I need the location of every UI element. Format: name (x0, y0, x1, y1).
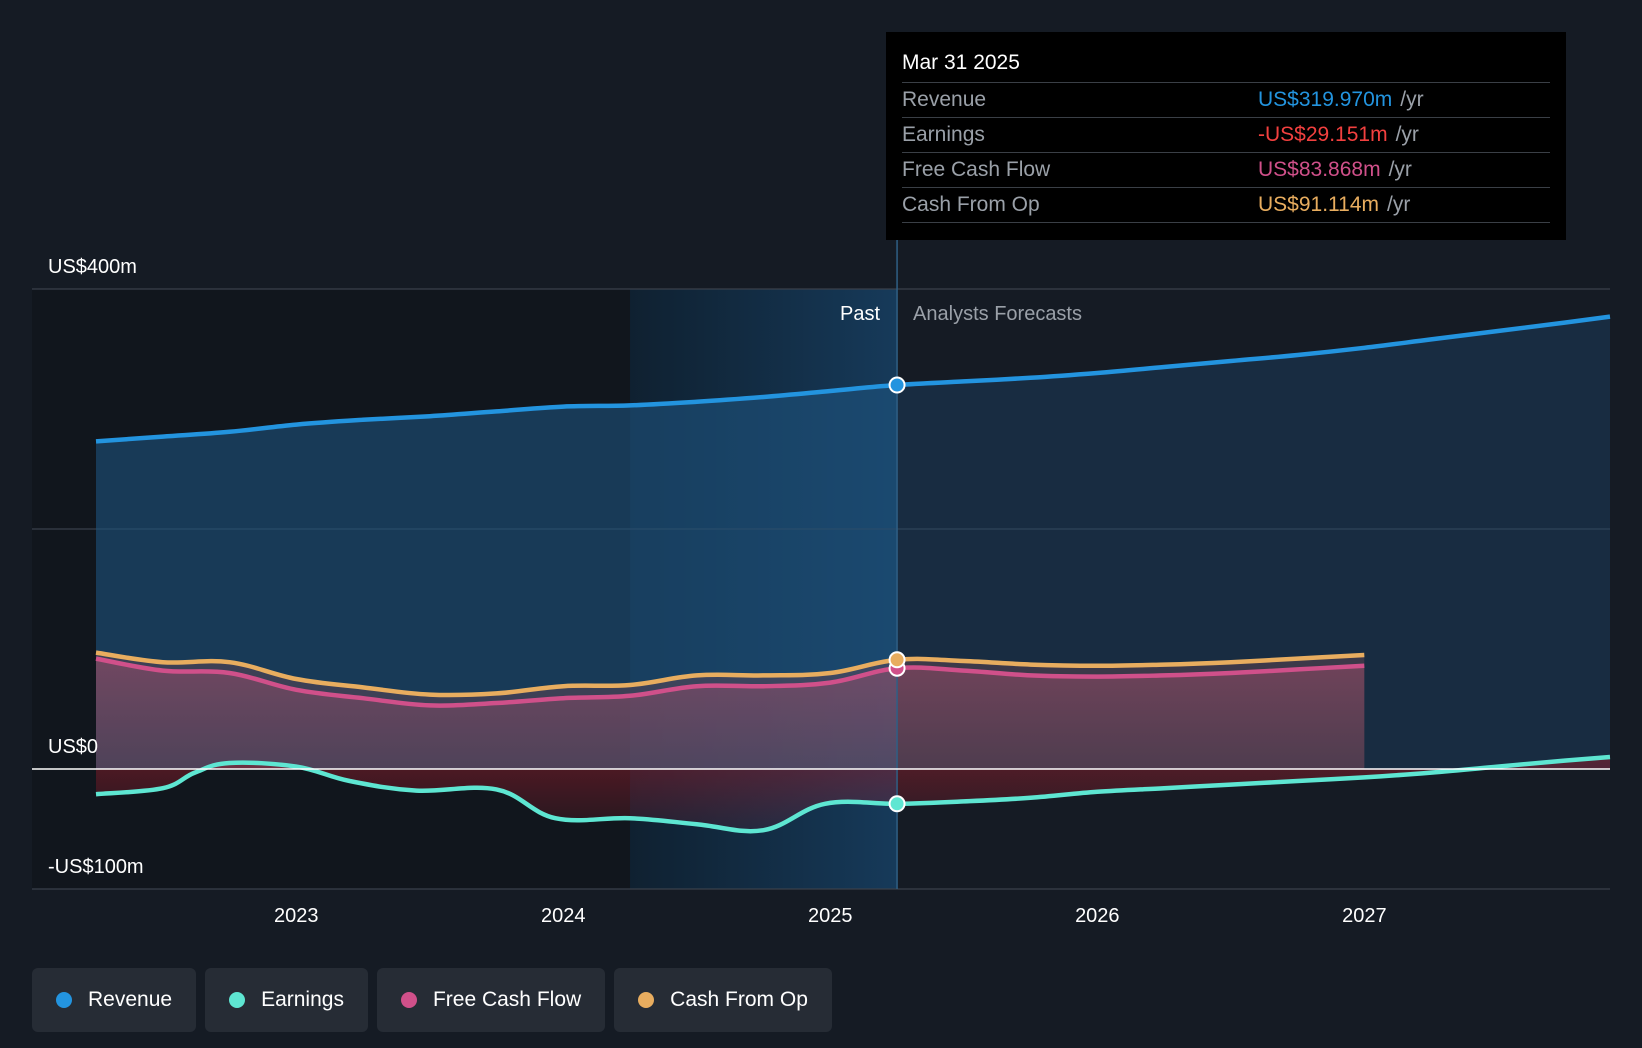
y-axis-labels: US$400m US$0 -US$100m (48, 256, 144, 878)
revenue-area-past (96, 385, 898, 769)
cash-from-op-marker (888, 651, 906, 669)
tooltip-unit: /yr (1395, 123, 1419, 146)
series-lines (95, 314, 1611, 834)
revenue-dot-icon (56, 992, 72, 1008)
legend-label: Cash From Op (670, 988, 808, 1011)
x-tick-label: 2023 (274, 905, 319, 927)
free-cash-flow-line (95, 656, 1365, 708)
tooltip-row-free-cash-flow: Free Cash Flow US$83.868m /yr (902, 152, 1550, 187)
tooltip-value: US$83.868m (1258, 158, 1381, 181)
tooltip-row-revenue: Revenue US$319.970m /yr (902, 82, 1550, 117)
earnings-dot-icon (229, 992, 246, 1008)
x-tick-label: 2027 (1342, 905, 1387, 927)
legend-label: Earnings (261, 988, 344, 1011)
y-tick-label: US$0 (48, 736, 98, 758)
tooltip-date: Mar 31 2025 (902, 51, 1020, 74)
y-tick-label: -US$100m (48, 856, 144, 878)
tooltip-value: -US$29.151m (1258, 123, 1388, 146)
free-cash-flow-dot-icon (400, 992, 417, 1008)
revenue-line (95, 314, 1611, 444)
tooltip-value: US$91.114m (1258, 193, 1380, 216)
tooltip-unit: /yr (1388, 158, 1412, 181)
tooltip-row-earnings: Earnings -US$29.151m /yr (902, 117, 1550, 152)
hover-markers (888, 376, 906, 813)
tooltip-name: Cash From Op (902, 193, 1040, 216)
legend-item-free-cash-flow[interactable]: Free Cash Flow (376, 968, 606, 1032)
free-cash-flow-area (96, 658, 1365, 769)
tooltip-row-cash-from-op: Cash From Op US$91.114m /yr (902, 187, 1550, 223)
y-tick-label: US$400m (48, 256, 137, 278)
x-tick-label: 2024 (541, 905, 586, 927)
tooltip-unit: /yr (1400, 88, 1424, 111)
legend-item-cash-from-op[interactable]: Cash From Op (614, 968, 832, 1032)
past-label: Past (840, 303, 880, 325)
x-axis-labels: 2023 2024 2025 2026 2027 (274, 905, 1387, 927)
earnings-line (95, 754, 1611, 834)
series-areas (96, 316, 1610, 832)
tooltip-unit: /yr (1387, 193, 1411, 216)
tooltip-name: Earnings (902, 123, 985, 146)
tooltip-name: Free Cash Flow (902, 158, 1051, 181)
legend-label: Free Cash Flow (432, 988, 582, 1011)
x-tick-label: 2026 (1075, 905, 1120, 927)
revenue-marker (888, 376, 906, 394)
legend: Revenue Earnings Free Cash Flow Cash Fro… (32, 968, 832, 1032)
x-tick-label: 2025 (808, 905, 853, 927)
earnings-marker (888, 795, 906, 813)
earnings-area (96, 757, 1610, 832)
tooltip: Mar 31 2025 Revenue US$319.970m /yr Earn… (886, 32, 1566, 240)
legend-item-earnings[interactable]: Earnings (205, 968, 368, 1032)
tooltip-value: US$319.970m (1258, 88, 1393, 111)
legend-label: Revenue (88, 988, 173, 1011)
forecast-label: Analysts Forecasts (913, 303, 1082, 325)
revenue-area (96, 316, 1610, 769)
cash-from-op-line (95, 650, 1365, 698)
cash-from-op-dot-icon (638, 992, 655, 1008)
legend-item-revenue[interactable]: Revenue (32, 968, 197, 1032)
tooltip-name: Revenue (902, 88, 987, 111)
gridlines (32, 288, 1610, 890)
